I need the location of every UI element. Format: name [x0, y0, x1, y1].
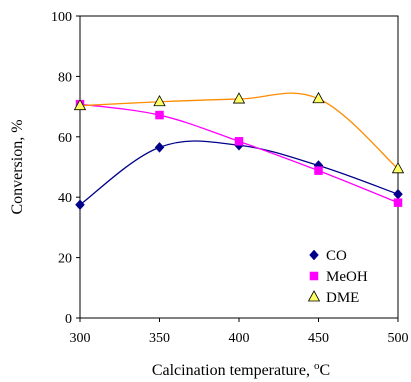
series-co [75, 139, 403, 211]
x-axis-label: Calcination temperature, oC [152, 360, 330, 379]
data-point-dme [232, 92, 246, 104]
data-point-co [154, 141, 165, 153]
data-point-dme [391, 161, 405, 174]
x-tick-label: 400 [229, 331, 250, 346]
x-tick-label: 500 [388, 331, 409, 346]
y-tick-label: 100 [51, 10, 72, 25]
series-line-dme [79, 92, 399, 170]
data-point-co [393, 188, 403, 200]
y-tick-label: 60 [58, 131, 72, 146]
legend-marker-co [309, 249, 319, 261]
data-point-dme [153, 94, 166, 107]
legend-marker-dme [307, 290, 321, 302]
data-point-meoh [234, 137, 244, 146]
data-point-dme [73, 98, 87, 111]
y-tick-label: 80 [58, 70, 72, 85]
data-point-co [75, 199, 85, 211]
data-point-meoh [314, 166, 323, 175]
series-meoh [75, 99, 403, 207]
data-point-meoh [393, 198, 403, 207]
legend-label-meoh: MeOH [326, 269, 368, 285]
y-axis-label: Conversion, % [9, 119, 26, 214]
x-tick-label: 350 [149, 331, 170, 346]
x-axis-label-text: Calcination temperature, [152, 362, 314, 379]
series-line-meoh [79, 103, 399, 204]
y-tick-label: 0 [65, 312, 72, 327]
legend: CO MeOH DME [307, 248, 368, 306]
legend-label-dme: DME [326, 290, 359, 306]
data-point-dme [312, 91, 325, 104]
legend-marker-meoh [309, 271, 319, 281]
y-tick-label: 40 [58, 191, 72, 206]
axes: 0 20 40 60 80 100 300 350 400 450 500 [51, 10, 409, 346]
x-tick-label: 450 [308, 331, 329, 346]
data-point-meoh [155, 110, 164, 120]
y-tick-label: 20 [58, 252, 72, 267]
series-layer [73, 91, 405, 211]
series-dme [73, 91, 405, 174]
x-axis-label-unit-sup: o [314, 360, 320, 372]
legend-label-co: CO [326, 248, 347, 264]
x-tick-label: 300 [70, 331, 91, 346]
x-axis-label-unit: C [319, 362, 330, 379]
